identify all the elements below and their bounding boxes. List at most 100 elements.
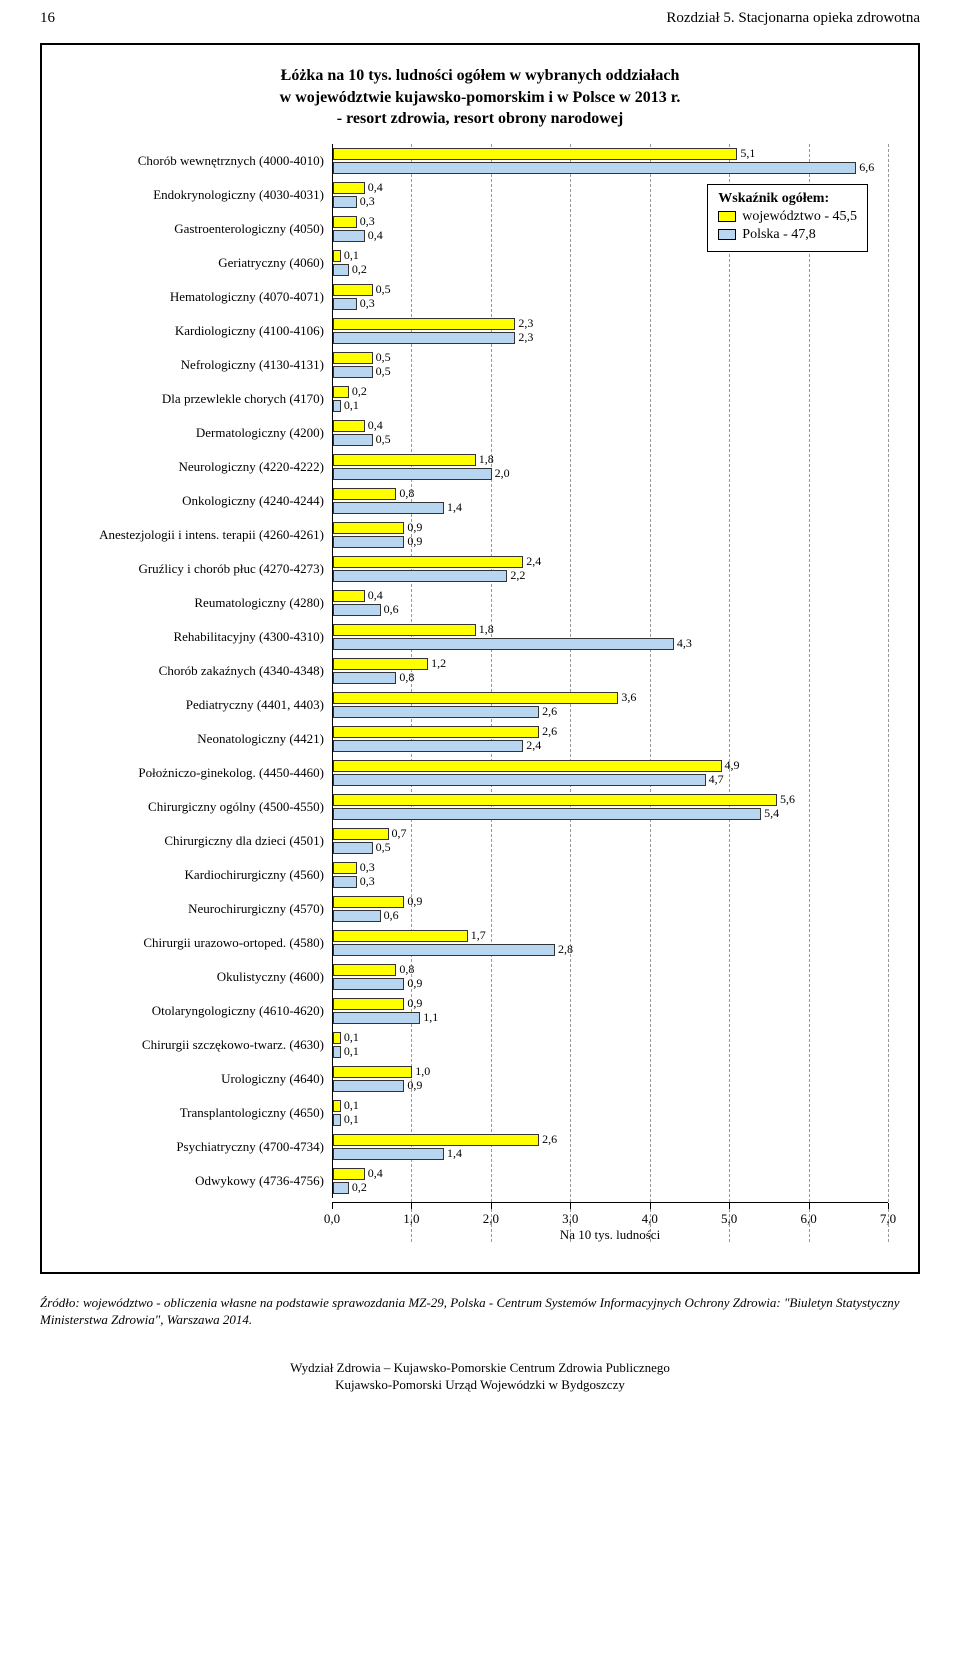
value-label-a: 0,4 bbox=[368, 181, 383, 193]
chart-row: Otolaryngologiczny (4610-4620)0,91,1 bbox=[72, 994, 888, 1028]
chart-row: Urologiczny (4640)1,00,9 bbox=[72, 1062, 888, 1096]
value-label-a: 2,6 bbox=[542, 725, 557, 737]
bar-series-b bbox=[333, 1148, 444, 1160]
category-label: Chirurgiczny dla dzieci (4501) bbox=[72, 824, 332, 858]
bar-series-a bbox=[333, 862, 357, 874]
bar-series-b bbox=[333, 468, 492, 480]
value-label-a: 0,5 bbox=[376, 283, 391, 295]
bar-series-a bbox=[333, 896, 404, 908]
category-label: Okulistyczny (4600) bbox=[72, 960, 332, 994]
category-label: Gruźlicy i chorób płuc (4270-4273) bbox=[72, 552, 332, 586]
category-label: Neonatologiczny (4421) bbox=[72, 722, 332, 756]
xtick-label: 3,0 bbox=[562, 1211, 578, 1227]
plot-cell: 1,8 4,3 bbox=[332, 620, 888, 654]
value-label-a: 1,8 bbox=[479, 453, 494, 465]
category-label: Neurologiczny (4220-4222) bbox=[72, 450, 332, 484]
bar-series-b bbox=[333, 230, 365, 242]
chapter-title: Rozdział 5. Stacjonarna opieka zdrowotna bbox=[666, 10, 920, 27]
value-label-b: 2,3 bbox=[518, 331, 533, 343]
bar-series-b bbox=[333, 196, 357, 208]
chart-row: Chorób zakaźnych (4340-4348)1,20,8 bbox=[72, 654, 888, 688]
value-label-a: 0,4 bbox=[368, 1167, 383, 1179]
plot-cell: 0,20,1 bbox=[332, 382, 888, 416]
xtick bbox=[809, 1203, 810, 1209]
category-label: Chirurgii urazowo-ortoped. (4580) bbox=[72, 926, 332, 960]
chart-row: Kardiochirurgiczny (4560)0,30,3 bbox=[72, 858, 888, 892]
value-label-b: 0,6 bbox=[384, 909, 399, 921]
bar-series-b bbox=[333, 740, 523, 752]
plot-cell: 0,90,9 bbox=[332, 518, 888, 552]
plot-cell: 2,61,4 bbox=[332, 1130, 888, 1164]
value-label-b: 2,8 bbox=[558, 943, 573, 955]
bar-series-a bbox=[333, 556, 523, 568]
bar-series-a bbox=[333, 590, 365, 602]
plot-cell: 5,65,4 bbox=[332, 790, 888, 824]
bar-series-a bbox=[333, 998, 404, 1010]
bar-series-a bbox=[333, 420, 365, 432]
value-label-a: 0,1 bbox=[344, 1031, 359, 1043]
value-label-b: 5,4 bbox=[764, 807, 779, 819]
chart-row: Neurologiczny (4220-4222)1,82,0 bbox=[72, 450, 888, 484]
category-label: Rehabilitacyjny (4300-4310) bbox=[72, 620, 332, 654]
value-label-a: 1,8 bbox=[479, 623, 494, 635]
value-label-b: 1,4 bbox=[447, 501, 462, 513]
bar-series-b bbox=[333, 400, 341, 412]
value-label-b: 4,3 bbox=[677, 637, 692, 649]
category-label: Urologiczny (4640) bbox=[72, 1062, 332, 1096]
bar-series-a bbox=[333, 352, 373, 364]
source-note: Źródło: województwo - obliczenia własne … bbox=[40, 1294, 920, 1329]
bar-series-a bbox=[333, 522, 404, 534]
chart-body: Wskaźnik ogółem: województwo - 45,5 Pols… bbox=[72, 144, 888, 1242]
xaxis-title: Na 10 tys. ludności bbox=[560, 1227, 660, 1243]
bar-series-a bbox=[333, 1066, 412, 1078]
bar-series-a bbox=[333, 658, 428, 670]
chart-title-line: w województwie kujawsko-pomorskim i w Po… bbox=[72, 87, 888, 109]
value-label-b: 0,9 bbox=[407, 977, 422, 989]
chart-row: Neonatologiczny (4421)2,62,4 bbox=[72, 722, 888, 756]
xtick-label: 5,0 bbox=[721, 1211, 737, 1227]
chart-row: Gruźlicy i chorób płuc (4270-4273)2,42,2 bbox=[72, 552, 888, 586]
value-label-a: 0,2 bbox=[352, 385, 367, 397]
category-label: Geriatryczny (4060) bbox=[72, 246, 332, 280]
category-label: Chirurgii szczękowo-twarz. (4630) bbox=[72, 1028, 332, 1062]
bar-series-a bbox=[333, 1134, 539, 1146]
xtick-label: 2,0 bbox=[483, 1211, 499, 1227]
category-label: Kardiochirurgiczny (4560) bbox=[72, 858, 332, 892]
plot-cell: 2,42,2 bbox=[332, 552, 888, 586]
bar-series-a bbox=[333, 318, 515, 330]
footer: Wydział Zdrowia – Kujawsko-Pomorskie Cen… bbox=[40, 1359, 920, 1394]
bar-series-b bbox=[333, 1012, 420, 1024]
value-label-b: 2,6 bbox=[542, 705, 557, 717]
bar-series-a bbox=[333, 1032, 341, 1044]
bar-series-b bbox=[333, 604, 381, 616]
xaxis-area: Na 10 tys. ludności 0,01,02,03,04,05,06,… bbox=[72, 1202, 888, 1242]
value-label-a: 0,4 bbox=[368, 419, 383, 431]
xtick bbox=[650, 1203, 651, 1209]
plot-cell: 2,32,3 bbox=[332, 314, 888, 348]
value-label-b: 4,7 bbox=[709, 773, 724, 785]
bar-series-a bbox=[333, 284, 373, 296]
plot-cell: 0,50,5 bbox=[332, 348, 888, 382]
plot-cell: 5,16,6 bbox=[332, 144, 888, 178]
value-label-b: 0,1 bbox=[344, 399, 359, 411]
bar-series-b bbox=[333, 264, 349, 276]
chart-row: Neurochirurgiczny (4570) 0,9 0,6 bbox=[72, 892, 888, 926]
plot-cell: 0,70,5 bbox=[332, 824, 888, 858]
plot-cell: 0,50,3 bbox=[332, 280, 888, 314]
chart-row: Pediatryczny (4401, 4403)3,62,6 bbox=[72, 688, 888, 722]
gridline bbox=[888, 144, 889, 1242]
xtick bbox=[729, 1203, 730, 1209]
value-label-a: 1,0 bbox=[415, 1065, 430, 1077]
bar-series-a bbox=[333, 930, 468, 942]
plot-cell: 0,40,5 bbox=[332, 416, 888, 450]
bar-series-b bbox=[333, 876, 357, 888]
plot-cell: 1,20,8 bbox=[332, 654, 888, 688]
value-label-b: 0,3 bbox=[360, 195, 375, 207]
bar-series-b bbox=[333, 502, 444, 514]
value-label-a: 0,9 bbox=[407, 895, 422, 907]
bar-series-a bbox=[333, 250, 341, 262]
category-label: Neurochirurgiczny (4570) bbox=[72, 892, 332, 926]
chart-row: Odwykowy (4736-4756)0,40,2 bbox=[72, 1164, 888, 1198]
value-label-b: 0,2 bbox=[352, 1181, 367, 1193]
bar-series-a bbox=[333, 216, 357, 228]
